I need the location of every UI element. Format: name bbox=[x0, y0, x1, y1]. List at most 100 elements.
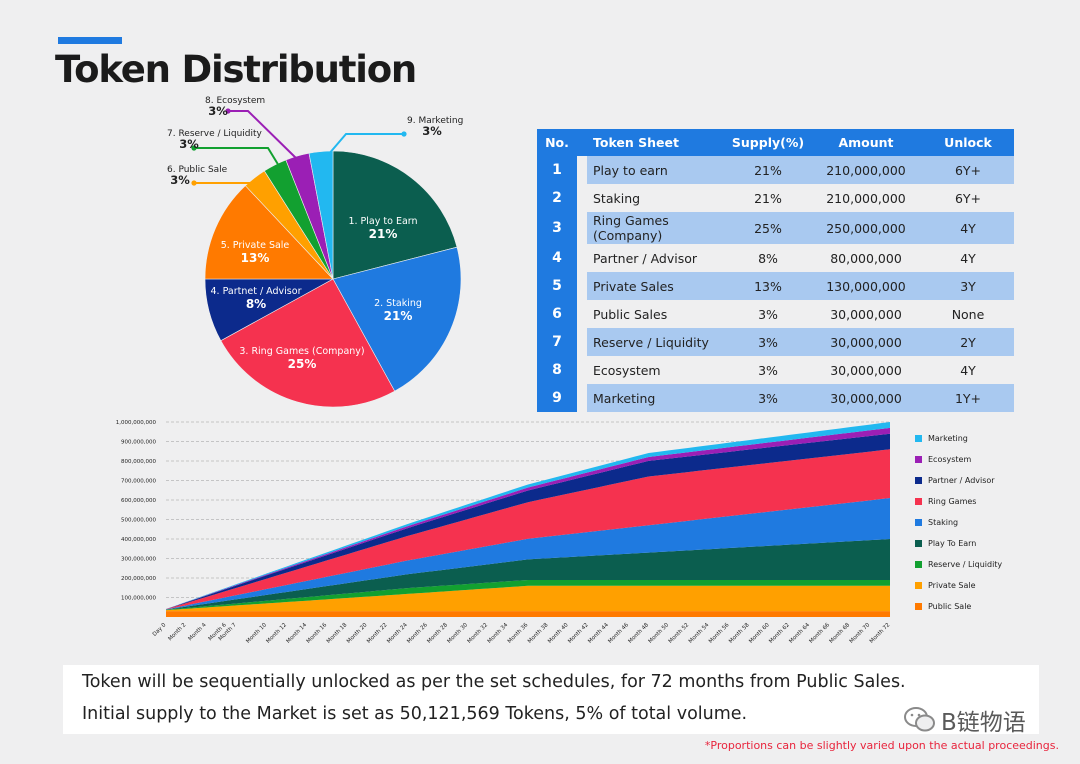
pie-percent-label: 8% bbox=[246, 297, 266, 311]
y-tick-label: 100,000,000 bbox=[121, 596, 156, 602]
x-tick-label: Month 12 bbox=[265, 622, 288, 645]
pie-percent-label: 3% bbox=[179, 137, 199, 151]
cell-no: 6 bbox=[537, 300, 587, 328]
legend-swatch bbox=[915, 540, 922, 547]
pie-percent-label: 3% bbox=[208, 104, 228, 118]
title-accent-bar bbox=[58, 37, 122, 44]
area-series bbox=[166, 433, 890, 610]
cell-supply: 3% bbox=[726, 328, 810, 356]
legend-label: Ring Games bbox=[928, 497, 977, 506]
legend-label: Staking bbox=[928, 518, 959, 527]
pie-percent-label: 13% bbox=[241, 251, 270, 265]
table-row: 6 Public Sales 3% 30,000,000 None bbox=[537, 300, 1014, 328]
cell-supply: 21% bbox=[726, 156, 810, 184]
area-series bbox=[166, 539, 890, 610]
pie-slice bbox=[332, 150, 458, 280]
cell-supply: 3% bbox=[726, 356, 810, 384]
legend-item: Partner / Advisor bbox=[915, 470, 1002, 491]
notes-box: Token will be sequentially unlocked as p… bbox=[63, 665, 1039, 734]
cell-amount: 80,000,000 bbox=[810, 244, 922, 272]
pie-label: 8. Ecosystem bbox=[205, 96, 265, 106]
cell-supply: 25% bbox=[726, 212, 810, 244]
x-tick-label: Month 72 bbox=[869, 622, 892, 645]
x-tick-label: Month 62 bbox=[768, 622, 791, 645]
col-header-unlock: Unlock bbox=[922, 129, 1014, 156]
pie-leader-line bbox=[194, 147, 280, 167]
pie-slice bbox=[220, 278, 396, 408]
pie-leader-dot bbox=[401, 131, 407, 137]
legend-label: Marketing bbox=[928, 434, 968, 443]
col-header-no: No. bbox=[537, 129, 587, 156]
cell-amount: 250,000,000 bbox=[810, 212, 922, 244]
cell-unlock: None bbox=[922, 300, 1014, 328]
pie-leader-dot bbox=[225, 108, 231, 114]
cell-no: 2 bbox=[537, 184, 587, 212]
area-series bbox=[166, 498, 890, 610]
legend-swatch bbox=[915, 477, 922, 484]
legend-item: Ecosystem bbox=[915, 449, 1002, 470]
pie-leader-line bbox=[194, 182, 263, 190]
y-tick-label: 800,000,000 bbox=[121, 459, 156, 465]
legend-item: Reserve / Liquidity bbox=[915, 554, 1002, 575]
pie-leader-dot bbox=[191, 145, 197, 151]
table-row: 2 Staking 21% 210,000,000 6Y+ bbox=[537, 184, 1014, 212]
cell-supply: 3% bbox=[726, 300, 810, 328]
unlock-area-chart: 1,000,000,000 900,000,000 800,000,000 700,0… bbox=[116, 420, 892, 645]
table-row: 8 Ecosystem 3% 30,000,000 4Y bbox=[537, 356, 1014, 384]
y-tick-label: 1,000,000,000 bbox=[116, 420, 157, 426]
pie-leader-dot bbox=[191, 180, 197, 186]
pie-percent-label: 21% bbox=[384, 309, 413, 323]
table-row: 7 Reserve / Liquidity 3% 30,000,000 2Y bbox=[537, 328, 1014, 356]
pie-label: 4. Partnet / Advisor bbox=[211, 286, 302, 297]
cell-no: 5 bbox=[537, 272, 587, 300]
legend-label: Reserve / Liquidity bbox=[928, 560, 1003, 569]
y-tick-label: 500,000,000 bbox=[121, 518, 156, 524]
col-header-token-sheet: Token Sheet bbox=[587, 129, 726, 156]
cell-amount: 130,000,000 bbox=[810, 272, 922, 300]
table-row: 3 Ring Games (Company) 25% 250,000,000 4Y bbox=[537, 212, 1014, 244]
cell-no: 4 bbox=[537, 244, 587, 272]
x-tick-label: Month 2 bbox=[167, 622, 187, 642]
cell-unlock: 4Y bbox=[922, 356, 1014, 384]
cell-amount: 210,000,000 bbox=[810, 184, 922, 212]
pie-percent-label: 21% bbox=[369, 227, 398, 241]
legend-swatch bbox=[915, 498, 922, 505]
cell-token-sheet: Ecosystem bbox=[587, 356, 726, 384]
x-tick-label: Month 4 bbox=[187, 622, 207, 642]
note-line-2: Initial supply to the Market is set as 5… bbox=[82, 704, 748, 724]
legend-item: Public Sale bbox=[915, 596, 1002, 617]
token-sheet-table: No. Token Sheet Supply(%) Amount Unlock … bbox=[537, 129, 1014, 412]
y-tick-label: 600,000,000 bbox=[121, 498, 156, 504]
cell-token-sheet: Private Sales bbox=[587, 272, 726, 300]
cell-amount: 30,000,000 bbox=[810, 300, 922, 328]
x-tick-label: Month 22 bbox=[366, 622, 389, 645]
pie-percent-label: 3% bbox=[170, 173, 190, 187]
legend-swatch bbox=[915, 582, 922, 589]
cell-unlock: 2Y bbox=[922, 328, 1014, 356]
legend-item: Ring Games bbox=[915, 491, 1002, 512]
area-chart-legend: Marketing Ecosystem Partner / Advisor Ring … bbox=[915, 428, 1002, 617]
cell-amount: 30,000,000 bbox=[810, 356, 922, 384]
y-tick-label: 700,000,000 bbox=[121, 479, 156, 485]
pie-label: 3. Ring Games (Company) bbox=[239, 346, 364, 357]
legend-item: Play To Earn bbox=[915, 533, 1002, 554]
cell-no: 3 bbox=[537, 212, 587, 244]
cell-supply: 13% bbox=[726, 272, 810, 300]
x-tick-label: Month 42 bbox=[567, 622, 590, 645]
x-tick-label: Month 32 bbox=[467, 622, 490, 645]
watermark: B链物语 bbox=[903, 703, 1026, 737]
pie-slice bbox=[308, 150, 334, 280]
legend-label: Ecosystem bbox=[928, 455, 972, 464]
legend-item: Staking bbox=[915, 512, 1002, 533]
area-series bbox=[166, 585, 890, 612]
cell-no: 8 bbox=[537, 356, 587, 384]
cell-token-sheet: Public Sales bbox=[587, 300, 726, 328]
pie-leader-line bbox=[228, 110, 299, 161]
table-row: 1 Play to earn 21% 210,000,000 6Y+ bbox=[537, 156, 1014, 184]
cell-amount: 30,000,000 bbox=[810, 384, 922, 412]
cell-token-sheet: Staking bbox=[587, 184, 726, 212]
table-row: 5 Private Sales 13% 130,000,000 3Y bbox=[537, 272, 1014, 300]
cell-unlock: 4Y bbox=[922, 244, 1014, 272]
cell-token-sheet: Ring Games (Company) bbox=[587, 212, 726, 244]
